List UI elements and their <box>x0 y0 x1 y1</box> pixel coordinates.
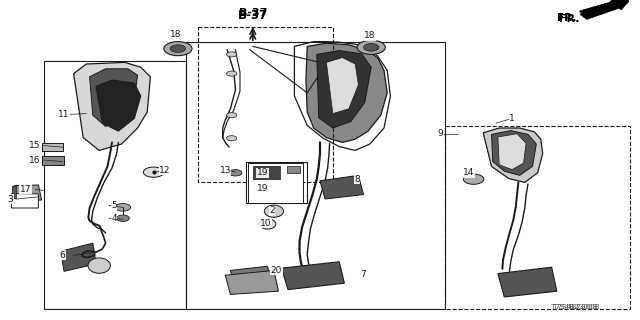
Text: 10: 10 <box>260 219 271 228</box>
Text: 16: 16 <box>29 156 41 164</box>
Circle shape <box>116 215 129 221</box>
Text: 19: 19 <box>257 184 268 193</box>
Polygon shape <box>61 243 96 271</box>
Text: FR.: FR. <box>559 13 580 24</box>
Text: B-37: B-37 <box>237 9 268 22</box>
Text: 20: 20 <box>271 266 282 275</box>
Circle shape <box>115 204 131 211</box>
Circle shape <box>229 170 242 176</box>
Text: 1: 1 <box>509 114 515 123</box>
Text: T7S4B2300B: T7S4B2300B <box>552 304 600 309</box>
Polygon shape <box>287 166 300 173</box>
Polygon shape <box>492 131 536 175</box>
Text: FR.: FR. <box>557 12 576 23</box>
Text: 6: 6 <box>60 251 65 260</box>
Text: 17: 17 <box>20 185 31 194</box>
Circle shape <box>170 45 186 52</box>
FancyArrow shape <box>580 0 628 16</box>
Polygon shape <box>12 194 38 208</box>
Polygon shape <box>483 128 543 182</box>
Polygon shape <box>306 43 387 142</box>
Text: 8: 8 <box>355 175 360 184</box>
Text: 18: 18 <box>364 31 376 40</box>
Text: 19: 19 <box>257 168 268 177</box>
Polygon shape <box>498 134 526 170</box>
Text: 5: 5 <box>111 201 116 210</box>
Circle shape <box>164 42 192 56</box>
Ellipse shape <box>259 219 276 229</box>
Text: B-37: B-37 <box>239 8 267 18</box>
Text: T7S4B2300B: T7S4B2300B <box>551 304 598 309</box>
Polygon shape <box>230 266 272 290</box>
Polygon shape <box>90 69 138 126</box>
FancyArrow shape <box>580 1 628 19</box>
Polygon shape <box>253 166 280 179</box>
Circle shape <box>463 174 484 184</box>
Polygon shape <box>320 175 364 199</box>
Text: 15: 15 <box>29 141 41 150</box>
Text: 18: 18 <box>170 30 182 39</box>
Ellipse shape <box>264 205 284 217</box>
Text: 7: 7 <box>361 270 366 279</box>
Polygon shape <box>282 262 344 290</box>
Polygon shape <box>42 143 63 151</box>
Text: 11: 11 <box>58 110 70 119</box>
Polygon shape <box>96 80 141 131</box>
Text: 3: 3 <box>8 195 13 204</box>
Circle shape <box>364 44 379 51</box>
Circle shape <box>227 52 237 57</box>
Polygon shape <box>317 51 371 128</box>
Text: 14: 14 <box>463 168 475 177</box>
Polygon shape <box>225 270 278 294</box>
Polygon shape <box>248 163 303 203</box>
Text: 2: 2 <box>269 206 275 215</box>
Circle shape <box>227 113 237 118</box>
Polygon shape <box>326 58 358 114</box>
Circle shape <box>227 71 237 76</box>
Polygon shape <box>14 185 42 201</box>
Circle shape <box>227 136 237 141</box>
Ellipse shape <box>88 258 111 273</box>
Text: 13: 13 <box>220 166 231 175</box>
Polygon shape <box>74 62 150 150</box>
Circle shape <box>143 167 164 177</box>
Polygon shape <box>12 186 16 198</box>
Polygon shape <box>498 267 557 297</box>
Polygon shape <box>42 156 64 165</box>
Text: 9: 9 <box>438 129 443 138</box>
Text: 12: 12 <box>159 166 171 175</box>
Circle shape <box>357 40 385 54</box>
Text: 4: 4 <box>111 214 116 223</box>
